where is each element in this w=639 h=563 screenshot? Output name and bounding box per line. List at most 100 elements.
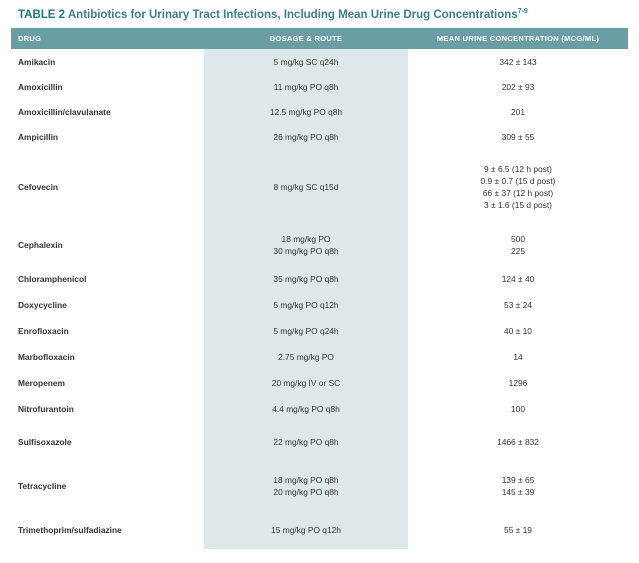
drug-cell: Cephalexin — [18, 239, 63, 250]
dosage-cell: 26 mg/kg PO q8h — [204, 124, 408, 150]
table-row: Enrofloxacin 5 mg/kg PO q24h 40 ± 10 — [11, 318, 628, 344]
concentration-cell: 139 ± 65 145 ± 39 — [408, 461, 628, 511]
drug-cell: Nitrofurantoin — [18, 404, 74, 414]
concentration-line: 66 ± 37 (12 h post) — [482, 187, 554, 198]
concentration-cell: 309 ± 55 — [408, 124, 628, 150]
dosage-line: 12.5 mg/kg PO q8h — [269, 106, 343, 117]
concentration-line: 500 — [511, 233, 525, 244]
header-drug: DRUG — [11, 28, 204, 49]
dosage-cell: 15 mg/kg PO q12h — [204, 511, 408, 549]
concentration-cell: 1466 ± 832 — [408, 422, 628, 461]
drug-cell: Amoxicillin — [18, 82, 63, 92]
dosage-line: 15 mg/kg PO q12h — [271, 525, 341, 535]
drug-cell: Sulfisoxazole — [18, 436, 72, 447]
table-row: Marbofloxacin 2.75 mg/kg PO 14 — [11, 344, 628, 370]
table-row: Amikacin 5 mg/kg SC q24h 342 ± 143 — [11, 49, 628, 75]
concentration-line: 1296 — [508, 378, 528, 388]
concentration-line: 124 ± 40 — [501, 274, 535, 284]
dosage-cell: 2.75 mg/kg PO — [204, 344, 408, 370]
dosage-line: 8 mg/kg SC q15d — [273, 181, 339, 192]
concentration-cell: 55 ± 19 — [408, 511, 628, 549]
dosage-line: 5 mg/kg SC q24h — [273, 57, 339, 67]
table-row: Sulfisoxazole 22 mg/kg PO q8h 1466 ± 832 — [11, 422, 628, 461]
concentration-cell: 9 ± 6.5 (12 h post) 0.9 ± 0.7 (15 d post)… — [408, 150, 628, 223]
concentration-cell: 201 — [408, 99, 628, 124]
concentration-line: 202 ± 93 — [501, 82, 535, 92]
concentration-line: 1466 ± 832 — [497, 436, 539, 447]
concentration-line: 3 ± 1.6 (15 d post) — [484, 199, 552, 210]
concentration-line: 9 ± 6.5 (12 h post) — [484, 163, 552, 174]
dosage-cell: 22 mg/kg PO q8h — [204, 422, 408, 461]
concentration-cell: 1296 — [408, 370, 628, 396]
table-body: Amikacin 5 mg/kg SC q24h 342 ± 143 Amoxicil… — [11, 49, 628, 549]
drug-cell: Marbofloxacin — [18, 352, 75, 362]
drug-cell: Ampicillin — [18, 132, 59, 142]
table-row: Ampicillin 26 mg/kg PO q8h 309 ± 55 — [11, 124, 628, 150]
dosage-line: 22 mg/kg PO q8h — [273, 436, 339, 447]
drug-cell: Doxycycline — [18, 300, 67, 310]
dosage-line: 11 mg/kg PO q8h — [273, 82, 339, 92]
concentration-line: 100 — [511, 404, 525, 414]
dosage-line: 26 mg/kg PO q8h — [273, 132, 339, 142]
concentration-line: 201 — [511, 106, 525, 117]
concentration-cell: 14 — [408, 344, 628, 370]
drug-cell: Tetracycline — [18, 481, 67, 491]
dosage-cell: 5 mg/kg PO q24h — [204, 318, 408, 344]
dosage-line: 4.4 mg/kg PO q8h — [272, 404, 340, 414]
drug-cell: Enrofloxacin — [18, 326, 69, 336]
dosage-cell: 11 mg/kg PO q8h — [204, 75, 408, 99]
header-dosage: DOSAGE & ROUTE — [204, 28, 408, 49]
dosage-line: 35 mg/kg PO q8h — [273, 274, 339, 284]
concentration-line: 40 ± 10 — [504, 326, 532, 336]
dosage-line: 5 mg/kg PO q24h — [273, 326, 339, 336]
drug-cell: Meropenem — [18, 378, 66, 388]
table-row: Nitrofurantoin 4.4 mg/kg PO q8h 100 — [11, 396, 628, 422]
dosage-line: 18 mg/kg PO q8h — [273, 475, 339, 485]
concentration-line: 139 ± 65 — [501, 475, 535, 485]
concentration-cell: 40 ± 10 — [408, 318, 628, 344]
table-row: Cephalexin 18 mg/kg PO 30 mg/kg PO q8h 500 2… — [11, 223, 628, 266]
concentration-line: 145 ± 39 — [501, 487, 535, 497]
antibiotics-table: DRUG DOSAGE & ROUTE MEAN URINE CONCENTRA… — [11, 28, 628, 549]
table-row: Tetracycline 18 mg/kg PO q8h 20 mg/kg PO q… — [11, 461, 628, 511]
concentration-line: 0.9 ± 0.7 (15 d post) — [480, 175, 556, 186]
dosage-cell: 18 mg/kg PO 30 mg/kg PO q8h — [204, 223, 408, 266]
concentration-cell: 124 ± 40 — [408, 266, 628, 292]
dosage-line: 18 mg/kg PO — [281, 233, 331, 244]
dosage-cell: 20 mg/kg IV or SC — [204, 370, 408, 396]
dosage-cell: 5 mg/kg PO q12h — [204, 292, 408, 318]
dosage-line: 2.75 mg/kg PO — [278, 352, 334, 362]
table-row: Cefovecin 8 mg/kg SC q15d 9 ± 6.5 (12 h po… — [11, 150, 628, 223]
table-row: Chloramphenicol 35 mg/kg PO q8h 124 ± 40 — [11, 266, 628, 292]
table-row: Amoxicillin 11 mg/kg PO q8h 202 ± 93 — [11, 75, 628, 99]
dosage-line: 5 mg/kg PO q12h — [273, 300, 339, 310]
table-row: Amoxicillin/clavulanate 12.5 mg/kg PO q8h… — [11, 99, 628, 124]
drug-cell: Amoxicillin/clavulanate — [18, 106, 111, 117]
concentration-cell: 342 ± 143 — [408, 49, 628, 75]
title-superscript: 7-9 — [517, 8, 528, 15]
table-title: TABLE 2 Antibiotics for Urinary Tract In… — [18, 8, 528, 21]
header-concentration: MEAN URINE CONCENTRATION (MCG/ML) — [408, 28, 628, 49]
dosage-cell: 12.5 mg/kg PO q8h — [204, 99, 408, 124]
table-title-text: Antibiotics for Urinary Tract Infections… — [67, 8, 518, 21]
dosage-line: 20 mg/kg PO q8h — [273, 487, 339, 497]
concentration-line: 309 ± 55 — [501, 132, 535, 142]
dosage-line: 20 mg/kg IV or SC — [271, 378, 341, 388]
concentration-cell: 500 225 — [408, 223, 628, 266]
concentration-cell: 100 — [408, 396, 628, 422]
concentration-line: 342 ± 143 — [499, 57, 537, 67]
table-label: TABLE 2 — [18, 8, 66, 21]
concentration-cell: 202 ± 93 — [408, 75, 628, 99]
concentration-line: 225 — [511, 245, 525, 256]
dosage-cell: 4.4 mg/kg PO q8h — [204, 396, 408, 422]
drug-cell: Amikacin — [18, 57, 56, 67]
drug-cell: Chloramphenicol — [18, 274, 87, 284]
concentration-line: 55 ± 19 — [504, 525, 532, 535]
drug-cell: Cefovecin — [18, 181, 59, 192]
dosage-cell: 8 mg/kg SC q15d — [204, 150, 408, 223]
table-row: Trimethoprim/sulfadiazine 15 mg/kg PO q12… — [11, 511, 628, 549]
dosage-cell: 35 mg/kg PO q8h — [204, 266, 408, 292]
drug-cell: Trimethoprim/sulfadiazine — [18, 525, 122, 535]
dosage-line: 30 mg/kg PO q8h — [273, 245, 339, 256]
concentration-line: 14 — [513, 352, 523, 362]
